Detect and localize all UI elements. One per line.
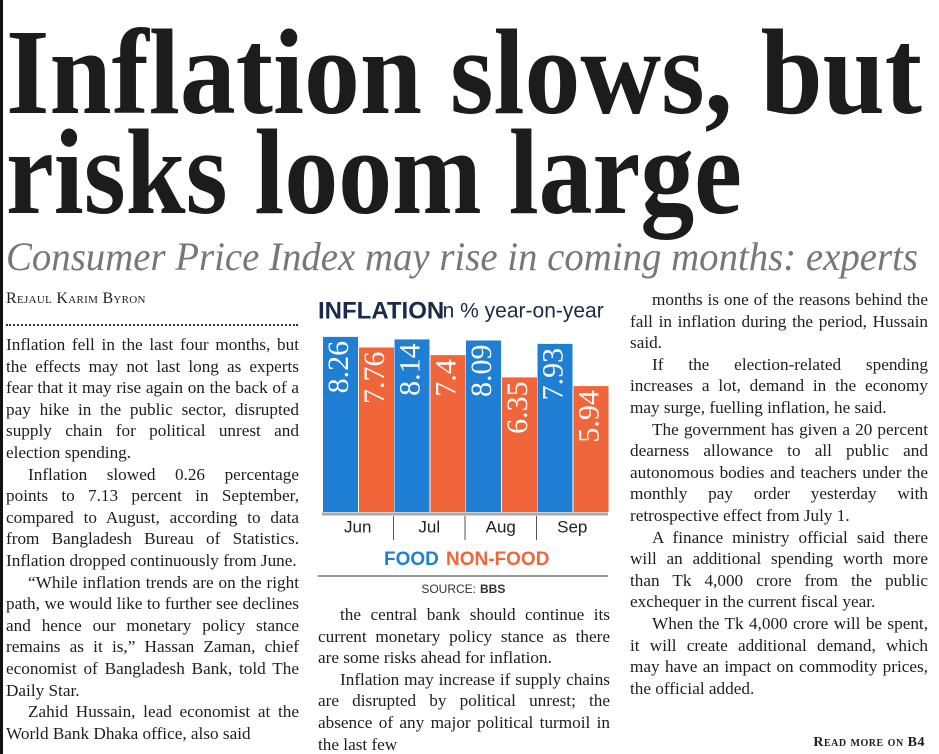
bar xyxy=(537,343,573,512)
divider xyxy=(6,324,298,326)
value-label: 8.26 xyxy=(322,341,355,394)
legend-label: NON-FOOD xyxy=(446,549,549,570)
paragraph: If the election-related spending increas… xyxy=(630,354,928,417)
read-more: Read more on B4 xyxy=(813,735,925,750)
source-label: SOURCE: xyxy=(421,582,476,596)
bar xyxy=(466,340,501,512)
x-tick-label: Sep xyxy=(557,517,587,536)
bar xyxy=(430,355,466,512)
value-label: 7.93 xyxy=(536,348,569,401)
legend-label: FOOD xyxy=(384,549,439,570)
source: BBS xyxy=(480,582,505,596)
headline: Inflation slows, but xyxy=(6,5,922,140)
paragraph: When the Tk 4,000 crore will be spent, i… xyxy=(630,613,928,698)
bar xyxy=(394,339,430,512)
paragraph: the central bank should continue its cur… xyxy=(318,605,610,668)
column: months is one of the reasons behind the … xyxy=(630,289,928,699)
bar xyxy=(502,377,537,512)
bar xyxy=(323,336,358,512)
chart: INFLATION in % year-on-year SOURCE: BBS … xyxy=(318,297,609,596)
bar xyxy=(359,347,394,512)
value-label: 7.76 xyxy=(358,351,391,404)
value-label: 8.14 xyxy=(393,343,426,396)
chart-title: INFLATION xyxy=(318,297,444,324)
headline: risks loom large xyxy=(6,105,742,240)
paragraph: “While inflation trends are on the right… xyxy=(6,572,299,700)
value-label: 7.4 xyxy=(429,359,462,397)
paragraph: The government has given a 20 percent de… xyxy=(630,419,928,525)
header: Inflation slows, but risks loom large Co… xyxy=(6,5,922,279)
value-label: 5.94 xyxy=(572,390,605,443)
paragraph: Inflation fell in the last four months, … xyxy=(6,335,299,462)
paragraph: months is one of the reasons behind the … xyxy=(630,290,928,353)
x-tick-label: Jun xyxy=(344,517,371,536)
paragraph: Zahid Hussain, lead economist at the Wor… xyxy=(6,702,299,743)
column: Inflation fell in the last four months, … xyxy=(6,334,299,744)
byline: Rejaul Karim Byron xyxy=(6,290,146,307)
paragraph: A finance ministry official said there w… xyxy=(630,527,928,612)
x-tick-label: Aug xyxy=(486,517,516,536)
value-label: 6.35 xyxy=(501,381,534,434)
column: the central bank should continue its cur… xyxy=(318,604,610,754)
value-label: 8.09 xyxy=(465,344,498,397)
x-tick-label: Jul xyxy=(418,517,440,536)
paragraph: Inflation slowed 0.26 percentage points … xyxy=(6,464,299,570)
edge-bar xyxy=(0,0,3,754)
bar xyxy=(573,386,609,512)
paragraph: Inflation may increase if supply chains … xyxy=(318,669,610,754)
chart-subtitle: in % year-on-year xyxy=(438,300,604,323)
subheadline: Consumer Price Index may rise in coming … xyxy=(6,234,918,279)
